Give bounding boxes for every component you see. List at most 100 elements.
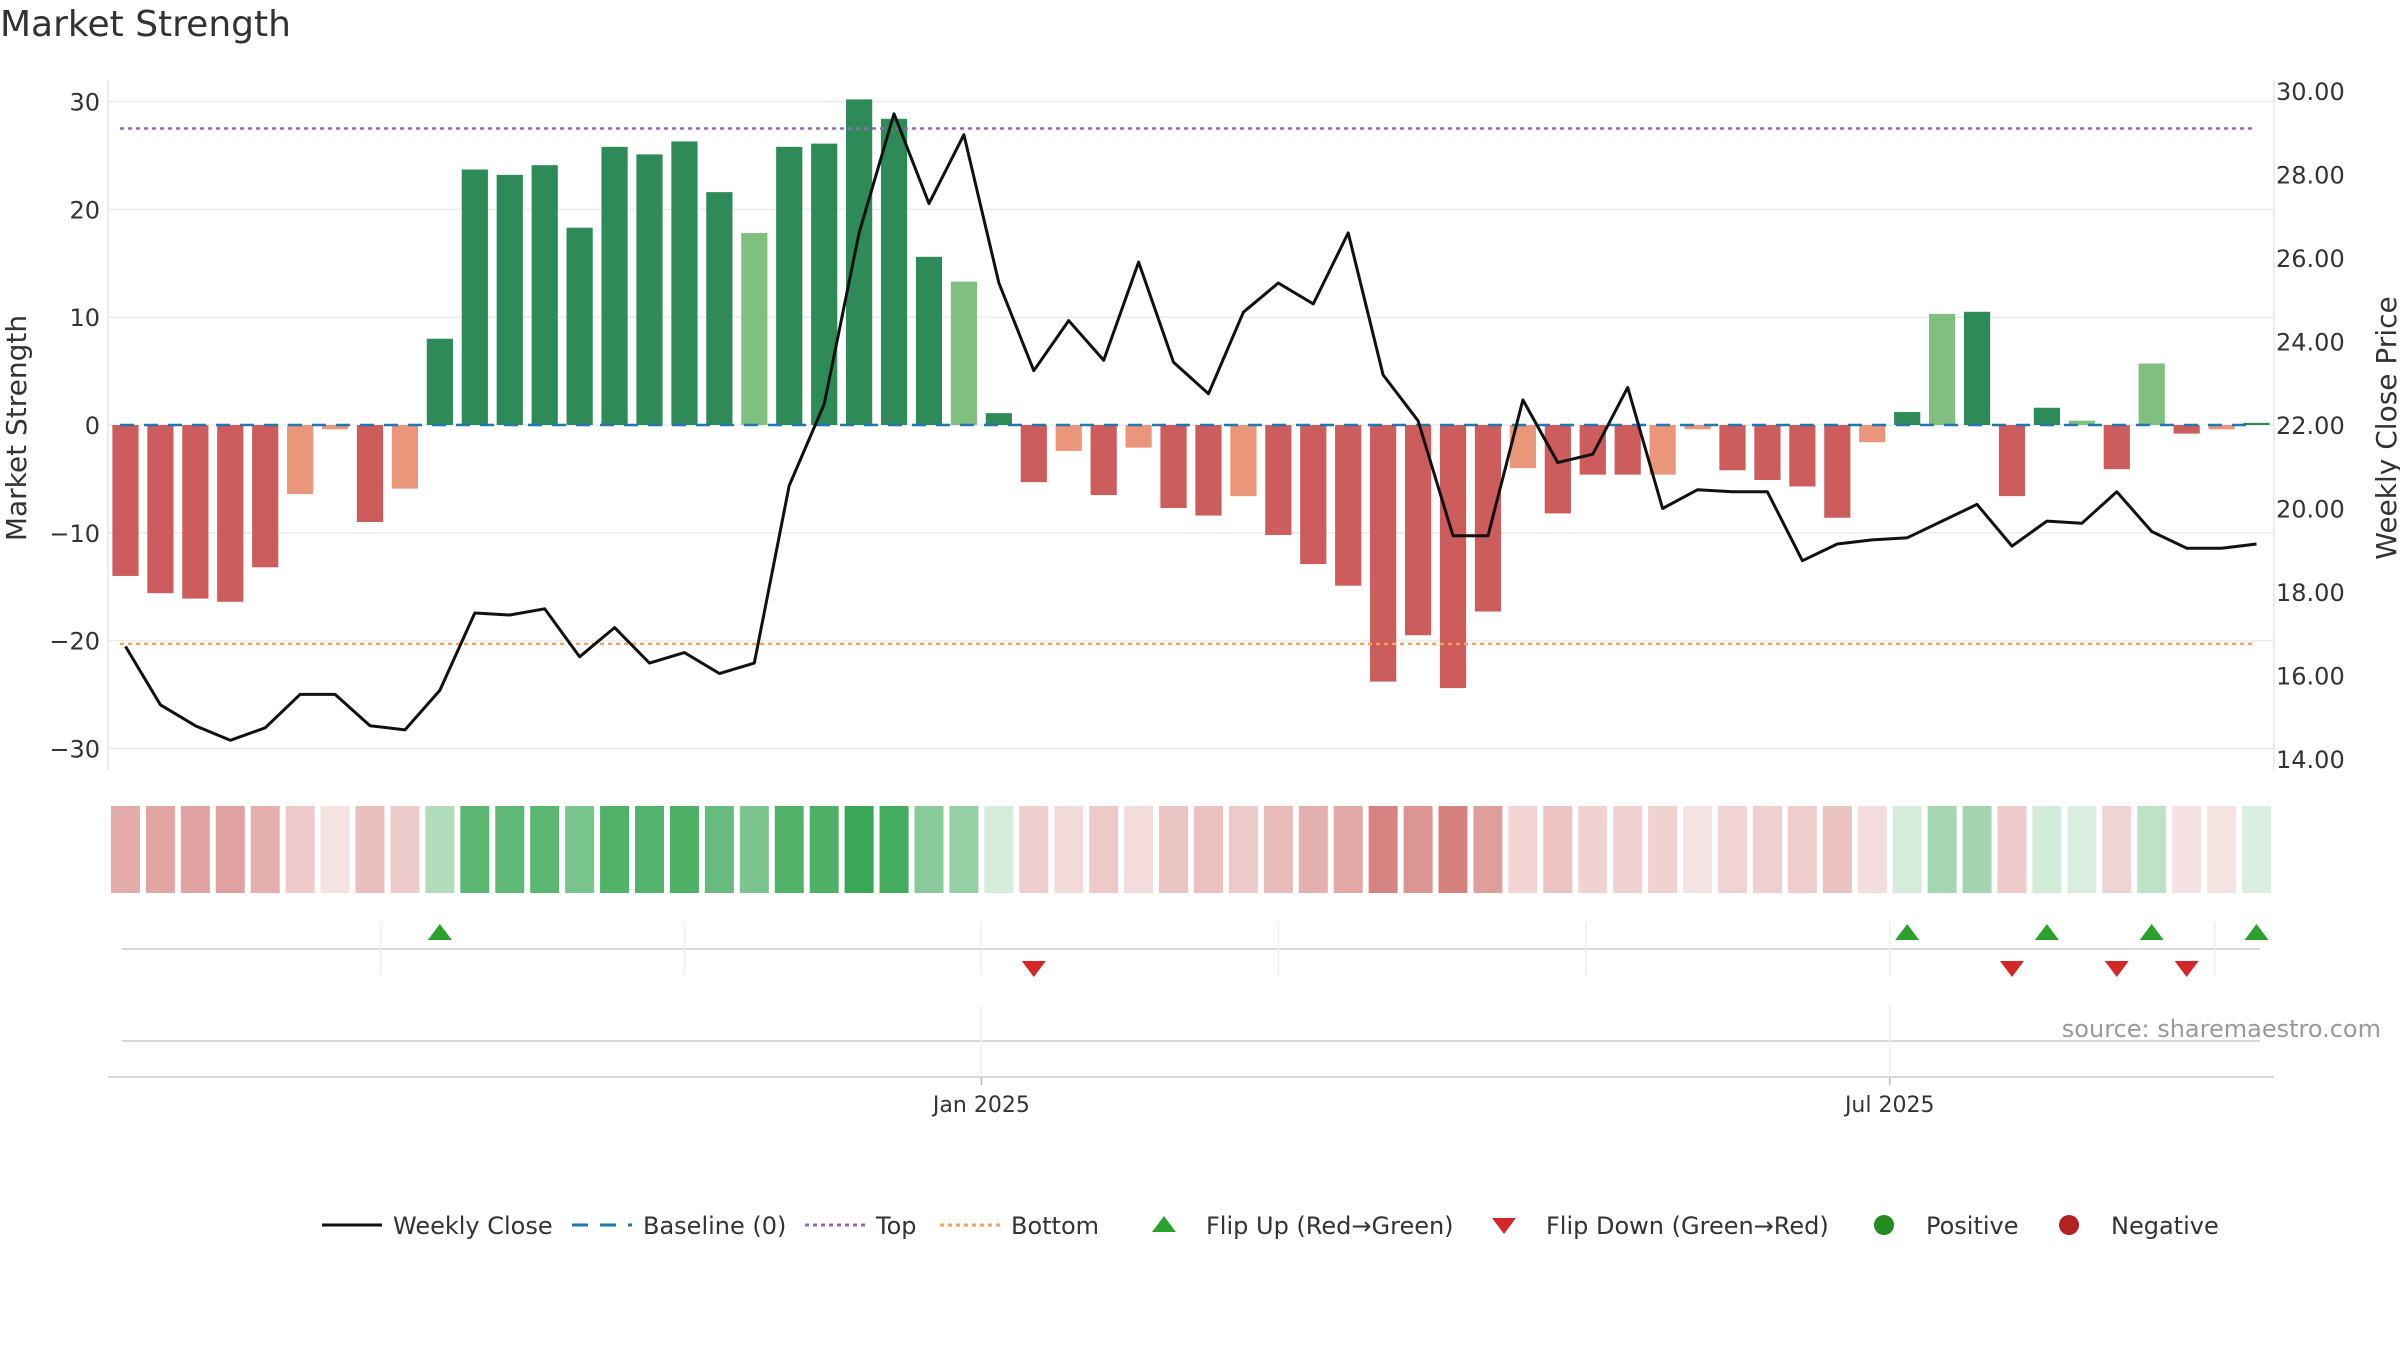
heat-cell-23 [914,806,944,893]
strength-bar-44 [1649,425,1676,475]
strength-bar-16 [671,141,698,425]
strength-bar-45 [1684,425,1711,430]
strength-bar-55 [2033,407,2061,425]
legend-label-1: Baseline (0) [643,1212,786,1240]
legend-item-5: Flip Down (Green→Red) [1492,1212,1829,1240]
heat-cell-45 [1683,806,1713,893]
strength-bar-19 [776,146,803,425]
strength-bar-17 [706,192,733,425]
legend-item-1: Baseline (0) [572,1212,786,1240]
left-tick-label-6: −30 [49,735,100,763]
heat-cell-11 [495,806,525,893]
heat-cell-2 [180,806,210,893]
strength-bar-30 [1160,425,1187,509]
chart-title: Market Strength [0,4,291,45]
heat-cell-38 [1438,806,1468,893]
heat-cell-56 [2067,806,2097,893]
strength-bar-5 [287,425,314,494]
strength-bar-56 [2068,420,2095,425]
reference-lines [120,127,2256,646]
strength-bar-38 [1439,425,1467,689]
heat-cell-37 [1403,806,1433,893]
legend-item-7: Negative [2059,1212,2219,1240]
flip-up-marker-2 [2034,924,2059,940]
heat-cell-18 [739,806,769,893]
heat-cell-50 [1857,806,1887,893]
strength-bar-32 [1230,425,1257,497]
strength-bar-54 [1998,425,2026,497]
x-tick-label-0: Jan 2025 [931,1093,1030,1118]
heat-cell-4 [250,806,280,893]
left-tick-label-5: −20 [49,628,100,656]
right-tick-label-8: 14.00 [2276,746,2345,774]
strength-bar-39 [1474,425,1502,612]
weekly-close-polyline [124,112,2257,742]
heat-cell-32 [1228,806,1258,893]
strength-bar-12 [531,165,558,425]
legend-label-2: Top [875,1212,917,1240]
heat-cell-3 [215,806,245,893]
right-tick-label-0: 30.00 [2276,78,2345,106]
flip-markers [122,922,2269,977]
heat-cell-6 [320,806,350,893]
strength-bar-33 [1265,425,1292,535]
strength-bar-46 [1719,425,1746,471]
strength-bar-42 [1579,425,1606,475]
chart-legend: Weekly Close Baseline (0) Top Bottom Flip Up… [322,1212,2219,1240]
flip-up-marker-1 [1895,924,1920,940]
heat-cell-9 [425,806,455,893]
legend-label-0: Weekly Close [393,1212,553,1240]
heat-cell-51 [1892,806,1922,893]
strength-bar-57 [2103,425,2130,470]
strength-bar-34 [1300,425,1327,565]
strength-bar-3 [217,425,244,602]
strength-bar-6 [321,425,349,430]
heat-cell-28 [1089,806,1119,893]
strength-bar-20 [811,143,838,425]
heat-cell-52 [1927,806,1957,893]
right-tick-label-3: 24.00 [2276,328,2345,356]
flip-up-marker-4 [2244,924,2269,940]
axes: 30 20 10 0 −10 −20 −30 30.00 28.00 26.00 24.00 22.0… [0,78,2400,774]
strength-bar-31 [1195,425,1222,516]
heat-cell-47 [1752,806,1782,893]
legend-item-2: Top [805,1212,917,1240]
heat-cell-7 [355,806,385,893]
left-tick-label-2: 10 [69,304,100,332]
heat-cell-35 [1333,806,1363,893]
strength-bar-51 [1894,412,1921,425]
strength-bar-9 [426,338,453,425]
heat-cell-20 [809,806,839,893]
flip-up-marker-3 [2139,924,2164,940]
strength-bar-1 [147,425,174,594]
strength-bar-8 [391,425,419,489]
strength-bar-52 [1929,313,1956,425]
strength-bar-2 [182,425,209,599]
heat-cell-15 [635,806,664,893]
legend-swatch-4 [1152,1216,1176,1232]
flip-down-marker-0 [1021,961,1046,977]
strength-bar-15 [636,154,663,425]
flip-down-marker-3 [2174,961,2199,977]
heat-cell-25 [984,806,1014,893]
strength-bar-10 [461,169,488,425]
strength-bar-43 [1614,425,1641,475]
legend-item-0: Weekly Close [322,1212,553,1240]
strength-bar-28 [1090,425,1117,496]
legend-label-4: Flip Up (Red→Green) [1206,1212,1454,1240]
strength-bar-49 [1824,425,1851,518]
strength-bar-0 [112,425,139,576]
flip-up-marker-0 [427,924,452,940]
strength-bar-60 [2208,425,2235,430]
heat-cell-43 [1613,806,1643,893]
strength-bar-14 [601,146,628,425]
heat-cell-39 [1473,806,1503,893]
strength-bar-21 [846,99,873,425]
strength-bar-26 [1020,425,1047,483]
legend-label-7: Negative [2111,1212,2219,1240]
strength-bar-48 [1789,425,1816,487]
strength-bars [112,99,2270,689]
legend-swatch-6 [1874,1215,1894,1235]
strength-bar-58 [2138,363,2165,425]
heat-cell-30 [1159,806,1189,893]
